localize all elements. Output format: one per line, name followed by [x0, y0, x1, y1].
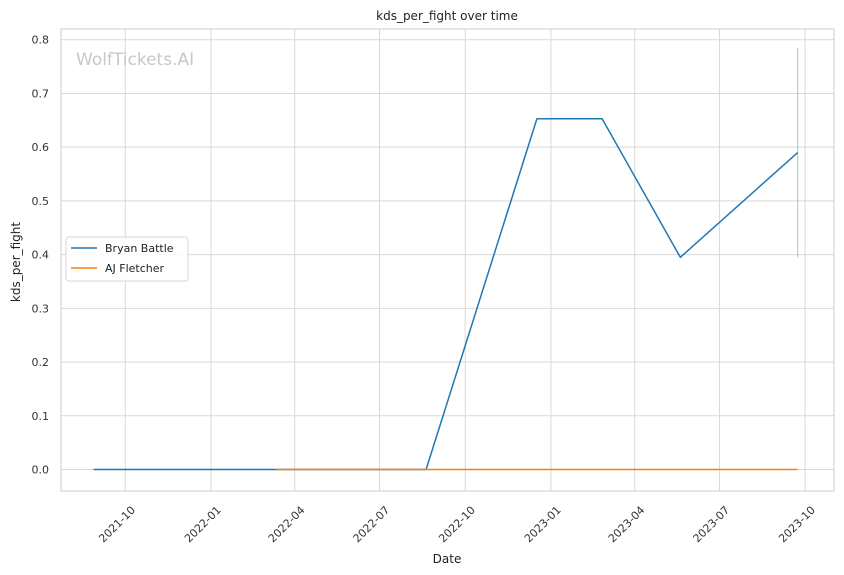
y-tick-label: 0.4 [32, 249, 50, 262]
watermark-text: WolfTickets.AI [76, 50, 194, 70]
series-lines [93, 117, 799, 471]
x-tick-label: 2021-10 [96, 504, 138, 546]
x-tick-label: 2023-01 [522, 504, 564, 546]
chart-title: kds_per_fight over time [376, 9, 518, 23]
x-tick-label: 2023-04 [606, 504, 648, 546]
x-axis-ticks: 2021-10 2022-01 2022-04 2022-07 2022-10 2023-… [96, 504, 818, 546]
y-tick-label: 0.0 [32, 464, 50, 477]
x-tick-label: 2022-01 [182, 504, 224, 546]
x-tick-label: 2022-10 [436, 504, 478, 546]
x-tick-label: 2022-07 [351, 504, 393, 546]
legend: Bryan Battle AJ Fletcher [65, 236, 189, 282]
x-tick-label: 2023-10 [776, 504, 818, 546]
grid-lines [61, 29, 834, 491]
y-axis-ticks: 0.0 0.1 0.2 0.3 0.4 0.5 0.6 0.7 0.8 [32, 34, 50, 477]
x-axis-label: Date [433, 552, 462, 566]
x-tick-label: 2022-04 [266, 504, 308, 546]
y-tick-label: 0.7 [32, 87, 50, 100]
y-axis-label: kds_per_fight [9, 222, 23, 303]
y-tick-label: 0.1 [32, 410, 50, 423]
legend-label: AJ Fletcher [105, 262, 165, 275]
x-tick-label: 2023-07 [691, 504, 733, 546]
y-tick-label: 0.6 [32, 141, 50, 154]
series-line-0 [93, 117, 799, 471]
y-tick-label: 0.8 [32, 34, 50, 47]
legend-label: Bryan Battle [105, 242, 174, 255]
y-tick-label: 0.3 [32, 302, 50, 315]
plot-frame [60, 28, 835, 492]
y-tick-label: 0.5 [32, 195, 50, 208]
y-tick-label: 0.2 [32, 356, 50, 369]
